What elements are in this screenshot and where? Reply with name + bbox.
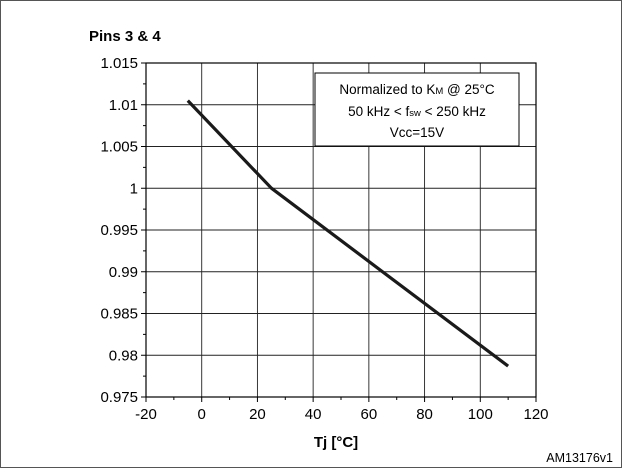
x-tick-label: 20 [249, 406, 266, 423]
annotation-line-2: 50 kHz < fsw < 250 kHz [348, 104, 486, 119]
x-axis-label: Tj [°C] [314, 434, 358, 451]
y-tick-label: 0.995 [100, 222, 138, 239]
y-tick-label: 1.005 [100, 139, 138, 156]
y-tick-label: 1.01 [109, 97, 138, 114]
y-tick-label: 1 [130, 180, 138, 197]
annotation-line-3: Vcc=15V [390, 125, 444, 140]
x-tick-label: 40 [305, 406, 322, 423]
chart-title: Pins 3 & 4 [89, 28, 161, 45]
plot-area-border [145, 62, 537, 398]
y-tick-label: 0.99 [109, 264, 138, 281]
x-tick-label: 60 [361, 406, 378, 423]
x-tick-label: -20 [135, 406, 157, 423]
y-tick-label: 0.98 [109, 347, 138, 364]
y-tick-label: 1.015 [100, 55, 138, 72]
annotation-line-1: Normalized to KM @ 25°C [339, 82, 495, 97]
axes [141, 62, 537, 402]
tick-labels: -20 0 20 40 60 80 100 120 0.975 0.98 0.985 0.99 0.99… [100, 55, 548, 423]
annotation-frame [314, 72, 520, 147]
annotation-box: Normalized to KM @ 25°C 50 kHz < fsw < 2… [314, 72, 520, 147]
y-tick-label: 0.985 [100, 306, 138, 323]
y-tick-label: 0.975 [100, 389, 138, 406]
series-line [186, 99, 510, 368]
x-tick-label: 80 [416, 406, 433, 423]
x-tick-label: 120 [523, 406, 548, 423]
figure-id: AM13176v1 [546, 451, 613, 465]
series-layer [186, 99, 510, 368]
x-tick-label: 0 [198, 406, 206, 423]
x-tick-label: 100 [468, 406, 493, 423]
